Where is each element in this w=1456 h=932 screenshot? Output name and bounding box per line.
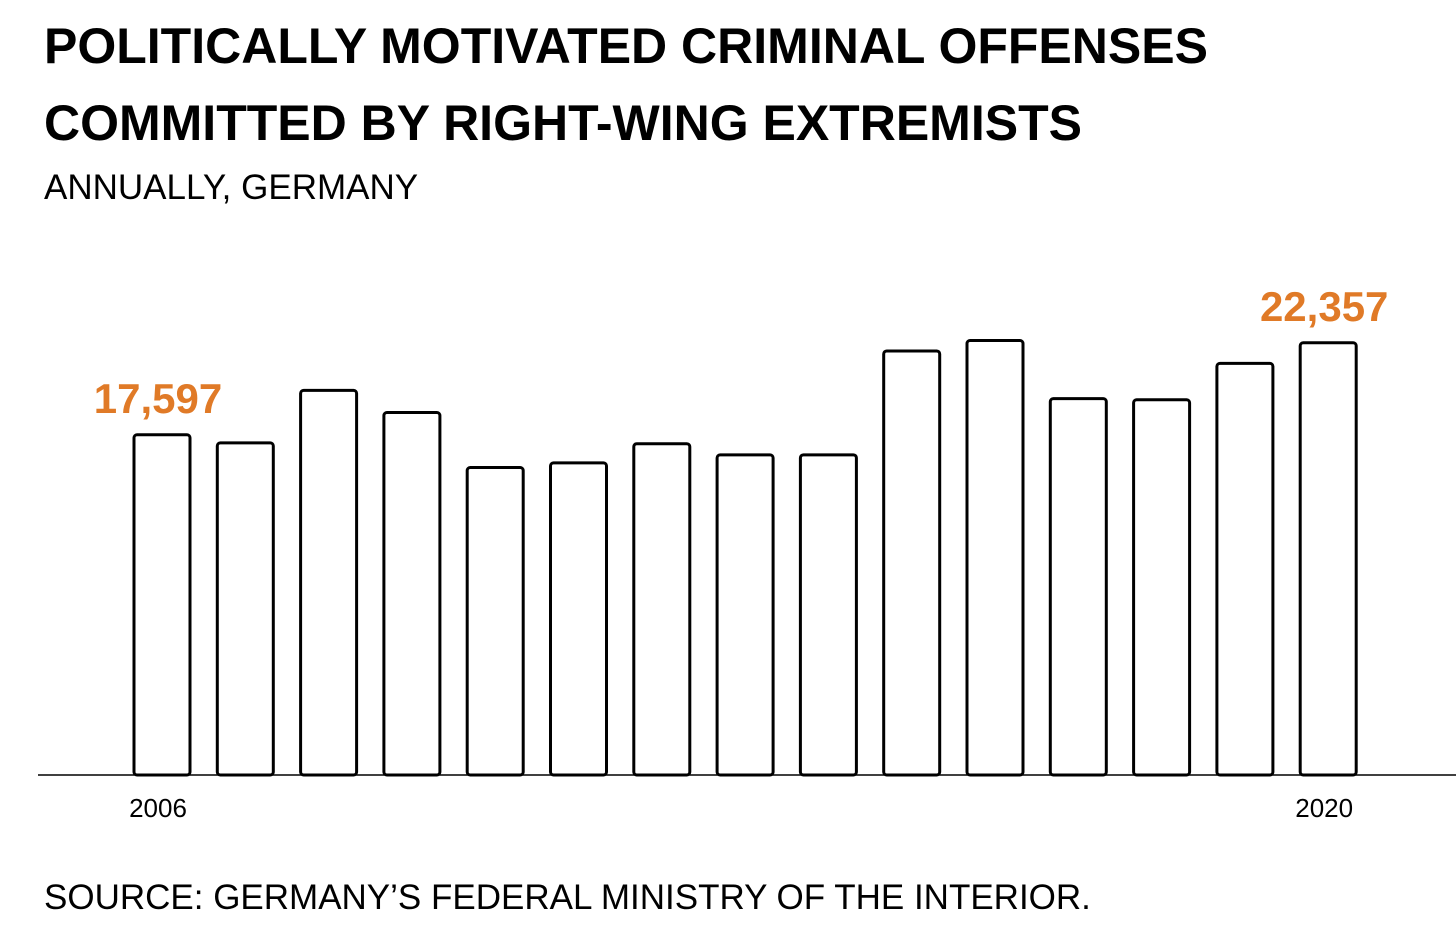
bar-2017 (1048, 397, 1108, 777)
bar-2012 (632, 442, 692, 777)
bar-2016 (965, 339, 1025, 777)
bar-2007 (215, 441, 275, 777)
bar-2014 (798, 453, 858, 777)
x-tick-labels: 2006 2020 (129, 793, 1353, 823)
bar-2013 (715, 453, 775, 777)
x-tick-label-2006: 2006 (129, 793, 187, 823)
bar-2018 (1132, 398, 1192, 777)
bar-chart: 2006 2020 17,597 22,357 (38, 283, 1456, 823)
chart-title-line-1: POLITICALLY MOTIVATED CRIMINAL OFFENSES (44, 18, 1208, 74)
bar-2010 (465, 466, 525, 777)
chart-subtitle: ANNUALLY, GERMANY (44, 168, 419, 207)
data-annotations: 17,597 22,357 (94, 283, 1389, 422)
bar-2006 (132, 433, 192, 777)
x-tick-label-2020: 2020 (1295, 793, 1353, 823)
chart-title-line-2: COMMITTED BY RIGHT-WING EXTREMISTS (44, 95, 1082, 151)
bar-2020 (1298, 341, 1358, 777)
data-label-2006: 17,597 (94, 375, 222, 422)
chart-source: SOURCE: GERMANY’S FEDERAL MINISTRY OF TH… (44, 878, 1091, 917)
bar-2011 (549, 461, 608, 777)
bar-2009 (382, 411, 442, 777)
bar-2008 (299, 388, 359, 777)
data-label-2020: 22,357 (1260, 283, 1388, 330)
bar-2019 (1215, 361, 1275, 777)
bar-2015 (882, 349, 942, 777)
bars-group (132, 339, 1358, 777)
